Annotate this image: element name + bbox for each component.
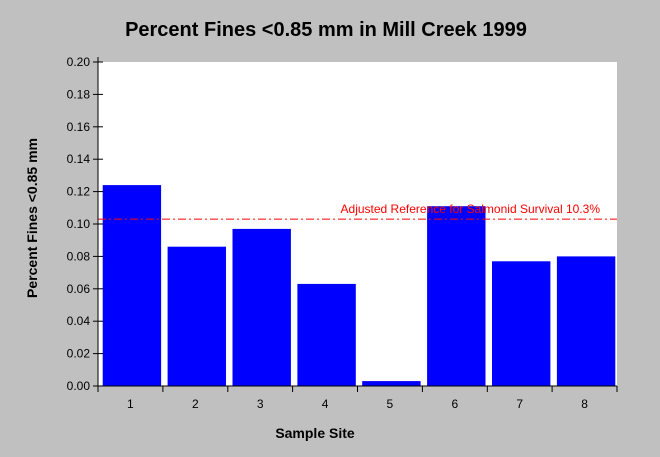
x-tick-label: 7 [516, 397, 523, 411]
reference-line-label: Adjusted Reference for Salmonid Survival… [341, 202, 601, 216]
x-tick-label: 3 [257, 397, 264, 411]
bar-site-6 [427, 206, 486, 386]
bar-site-3 [232, 228, 291, 386]
bar-site-2 [167, 246, 226, 386]
x-tick-label: 2 [192, 397, 199, 411]
x-tick-label: 8 [581, 397, 588, 411]
bar-site-8 [556, 256, 616, 386]
chart-title: Percent Fines <0.85 mm in Mill Creek 199… [125, 19, 527, 41]
y-axis-title: Percent Fines <0.85 mm [24, 138, 40, 298]
x-axis-title: Sample Site [275, 425, 355, 441]
y-tick-label: 0.02 [67, 347, 91, 361]
bar-site-4 [297, 283, 356, 386]
bar-site-7 [492, 261, 551, 386]
bar-site-1 [102, 185, 162, 386]
y-tick-label: 0.12 [67, 185, 91, 199]
y-tick-label: 0.06 [67, 282, 91, 296]
y-tick-label: 0.16 [67, 120, 91, 134]
y-tick-label: 0.14 [67, 152, 91, 166]
y-tick-label: 0.04 [67, 314, 91, 328]
y-tick-label: 0.08 [67, 249, 91, 263]
x-tick-label: 5 [387, 397, 394, 411]
bar-site-5 [362, 381, 421, 386]
x-tick-label: 4 [322, 397, 329, 411]
y-tick-label: 0.20 [67, 55, 91, 69]
y-tick-label: 0.00 [67, 379, 91, 393]
y-tick-label: 0.10 [67, 217, 91, 231]
y-tick-label: 0.18 [67, 87, 91, 101]
x-tick-label: 6 [451, 397, 458, 411]
x-tick-label: 1 [127, 397, 134, 411]
